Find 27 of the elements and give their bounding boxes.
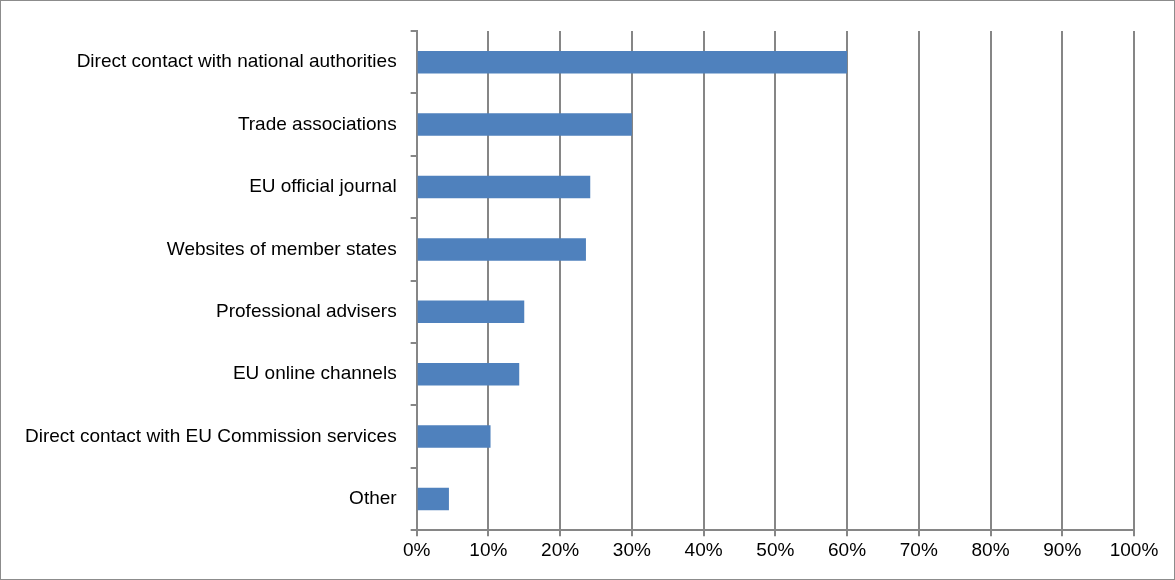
bar xyxy=(417,487,449,511)
x-tick-label: 90% xyxy=(1043,538,1082,560)
x-tick-label: 10% xyxy=(469,538,508,560)
y-tick-label: Direct contact with EU Commission services xyxy=(24,424,397,446)
y-tick-label: Websites of member states xyxy=(166,237,397,259)
bar xyxy=(417,50,848,74)
x-tick-label: 30% xyxy=(612,538,651,560)
y-tick-label: Direct contact with national authorities xyxy=(76,50,397,72)
y-tick-label: EU official journal xyxy=(249,175,397,197)
x-tick-label: 70% xyxy=(899,538,938,560)
x-tick-label: 40% xyxy=(684,538,723,560)
x-tick-label: 20% xyxy=(541,538,580,560)
y-tick-label: Trade associations xyxy=(237,112,397,134)
bar xyxy=(417,300,525,324)
bar xyxy=(417,175,591,199)
bar xyxy=(417,113,632,136)
y-tick-label: Other xyxy=(349,487,398,509)
bar xyxy=(417,362,520,386)
x-tick-label: 50% xyxy=(756,538,795,560)
x-tick-label: 100% xyxy=(1109,538,1159,560)
y-tick-label: Professional advisers xyxy=(216,300,397,322)
x-tick-label: 60% xyxy=(828,538,867,560)
bar xyxy=(417,425,491,448)
x-tick-label: 80% xyxy=(971,538,1010,560)
x-tick-label: 0% xyxy=(402,538,431,560)
y-tick-label: EU online channels xyxy=(232,362,397,384)
bar xyxy=(417,238,586,261)
